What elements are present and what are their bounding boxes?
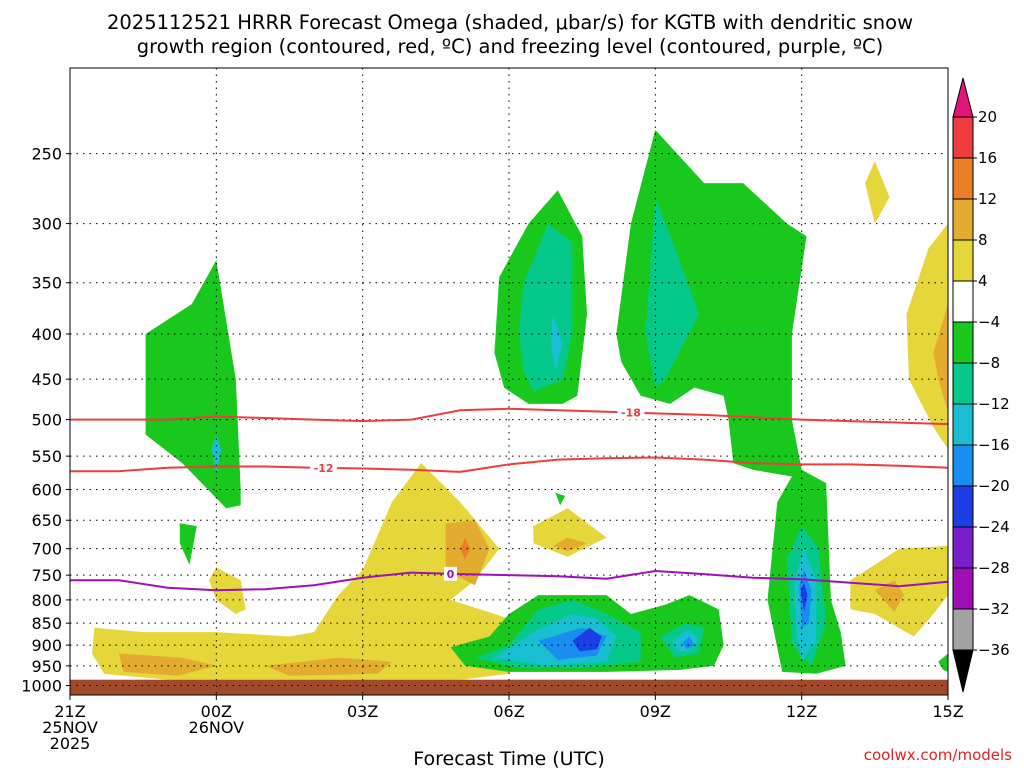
- colorbar-band-9: [952, 485, 974, 528]
- colorbar-label-12: −32: [978, 600, 1010, 618]
- contour-label-bg-1: [310, 460, 338, 475]
- omega-region-25: [572, 627, 602, 652]
- x-axis-label: Forecast Time (UTC): [413, 748, 604, 768]
- colorbar-band-1: [952, 157, 974, 200]
- y-tick-label-600: 600: [31, 481, 62, 500]
- x-tick-label-0-2: 2025: [50, 734, 91, 753]
- omega-region-31: [865, 161, 890, 224]
- colorbar-label-2: 12: [978, 190, 997, 208]
- omega-region-2: [179, 523, 197, 565]
- x-tick-label-0-1: 25NOV: [42, 718, 98, 737]
- y-tick-label-250: 250: [31, 145, 62, 164]
- x-tick-label-3-0: 06Z: [493, 702, 524, 721]
- y-tick-label-750: 750: [31, 566, 62, 585]
- colorbar-label-6: −8: [978, 354, 1000, 372]
- colorbar-label-0: 20: [978, 108, 997, 126]
- pressure-axis: 250 300 350 400 450 500 550 600 650 700 750 800 850 9…: [21, 145, 70, 696]
- y-tick-label-700: 700: [31, 540, 62, 559]
- colorbar-band-10: [952, 526, 974, 569]
- colorbar-label-1: 16: [978, 149, 997, 167]
- y-tick-label-800: 800: [31, 591, 62, 610]
- omega-region-29: [906, 223, 948, 450]
- y-tick-label-550: 550: [31, 447, 62, 466]
- y-tick-label-450: 450: [31, 370, 62, 389]
- omega-region-16: [645, 197, 700, 388]
- omega-region-8: [460, 537, 470, 560]
- x-tick-label-5-0: 12Z: [786, 702, 817, 721]
- y-tick-label-300: 300: [31, 215, 62, 234]
- omega-region-4: [92, 463, 534, 680]
- colorbar-band-12: [952, 608, 974, 651]
- colorbar-label-10: −24: [978, 518, 1010, 536]
- colorbar-bottom-arrow: [952, 649, 974, 693]
- colorbar-band-5: [952, 321, 974, 364]
- colorbar-label-11: −28: [978, 559, 1010, 577]
- omega-region-5: [118, 653, 217, 676]
- y-tick-label-400: 400: [31, 325, 62, 344]
- colorbar-top-arrow: [952, 77, 974, 118]
- colorbar-band-3: [952, 239, 974, 282]
- contour-label-1: -12: [314, 462, 334, 475]
- omega-region-10: [552, 537, 587, 552]
- contour-label-2: 0: [447, 568, 455, 581]
- chart-title-line-1: 2025112521 HRRR Forecast Omega (shaded, …: [107, 11, 913, 34]
- colorbar-band-2: [952, 198, 974, 241]
- omega-region-0: [145, 260, 241, 509]
- contour-line-0: [70, 407, 949, 426]
- colorbar-label-5: −4: [978, 313, 1000, 331]
- colorbar-label-13: −36: [978, 641, 1010, 659]
- contour-layer: -18 -12 0: [70, 405, 949, 592]
- credit-text: coolwx.com/models: [864, 746, 1012, 764]
- chart-title-line-2: growth region (contoured, red, ºC) and f…: [137, 35, 884, 58]
- contour-label-bg-0: [617, 405, 645, 420]
- contour-line-1: [70, 456, 949, 473]
- colorbar-band-4: [952, 280, 974, 323]
- colorbar-label-4: 4: [978, 272, 988, 290]
- omega-colorbar: 20 16 12 8 4 −4 −8 −12 −16 −20 −24 −28 −32 −36: [952, 77, 1010, 693]
- omega-region-30: [933, 304, 948, 412]
- contour-label-bg-2: [443, 566, 457, 581]
- contour-label-0: -18: [621, 407, 641, 420]
- colorbar-label-9: −20: [978, 477, 1010, 495]
- x-tick-label-1-0: 00Z: [201, 702, 232, 721]
- colorbar-band-6: [952, 362, 974, 405]
- colorbar-band-0: [952, 116, 974, 159]
- colorbar-label-7: −12: [978, 395, 1010, 413]
- colorbar-label-3: 8: [978, 231, 988, 249]
- omega-region-34: [938, 653, 948, 672]
- omega-region-33: [874, 580, 905, 612]
- colorbar-label-8: −16: [978, 436, 1010, 454]
- ground-layer: [70, 679, 948, 695]
- x-tick-label-1-1: 26NOV: [189, 718, 245, 737]
- x-tick-label-6-0: 15Z: [932, 702, 963, 721]
- omega-shading-layer: [92, 129, 948, 680]
- x-tick-label-4-0: 09Z: [640, 702, 671, 721]
- omega-region-1: [211, 434, 222, 474]
- contour-line-2: [70, 569, 949, 592]
- y-tick-label-500: 500: [31, 411, 62, 430]
- colorbar-band-11: [952, 567, 974, 610]
- colorbar-band-7: [952, 403, 974, 446]
- y-tick-label-950: 950: [31, 657, 62, 676]
- y-tick-label-650: 650: [31, 511, 62, 530]
- x-tick-label-2-0: 03Z: [347, 702, 378, 721]
- x-tick-label-0-0: 21Z: [54, 702, 85, 721]
- omega-region-28: [682, 636, 695, 650]
- y-tick-label-1000: 1000: [21, 677, 62, 696]
- ground-shading: [70, 679, 948, 695]
- y-tick-label-350: 350: [31, 274, 62, 293]
- y-tick-label-850: 850: [31, 614, 62, 633]
- omega-region-20: [800, 582, 808, 612]
- y-tick-label-900: 900: [31, 636, 62, 655]
- omega-region-14: [550, 314, 563, 371]
- omega-region-11: [555, 492, 566, 506]
- omega-region-6: [265, 657, 392, 676]
- colorbar-band-8: [952, 444, 974, 487]
